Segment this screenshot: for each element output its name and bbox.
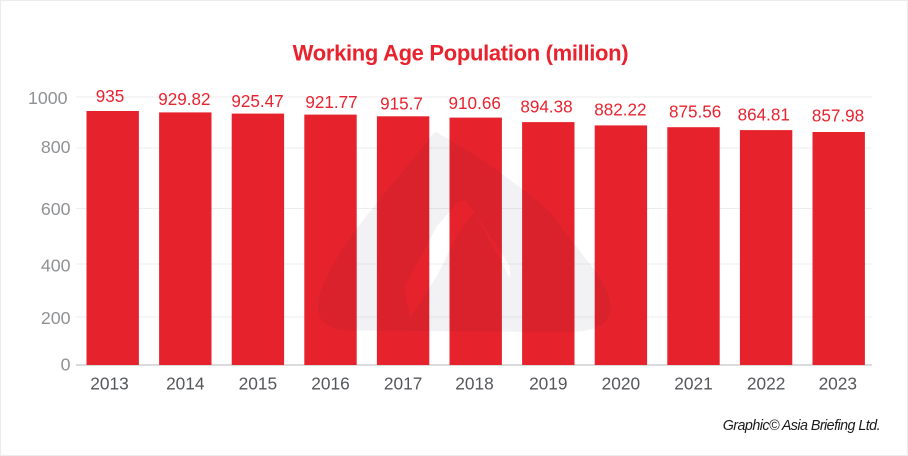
svg-text:929.82: 929.82 bbox=[158, 90, 210, 109]
svg-text:2015: 2015 bbox=[239, 374, 277, 394]
svg-text:2017: 2017 bbox=[384, 374, 422, 394]
svg-text:1000: 1000 bbox=[28, 88, 68, 108]
svg-text:2021: 2021 bbox=[674, 374, 712, 394]
svg-text:2016: 2016 bbox=[311, 374, 349, 394]
svg-text:0: 0 bbox=[61, 355, 71, 375]
svg-text:882.22: 882.22 bbox=[594, 100, 646, 119]
svg-text:400: 400 bbox=[41, 255, 71, 275]
svg-text:910.66: 910.66 bbox=[449, 94, 501, 113]
svg-text:864.81: 864.81 bbox=[738, 106, 790, 125]
svg-text:2023: 2023 bbox=[819, 374, 857, 394]
svg-text:800: 800 bbox=[41, 137, 71, 157]
svg-text:915.7: 915.7 bbox=[380, 95, 423, 114]
svg-text:2014: 2014 bbox=[166, 374, 205, 394]
svg-text:925.47: 925.47 bbox=[231, 92, 283, 111]
svg-text:2020: 2020 bbox=[602, 374, 640, 394]
svg-text:2013: 2013 bbox=[90, 374, 128, 394]
svg-text:875.56: 875.56 bbox=[669, 102, 721, 121]
svg-text:2018: 2018 bbox=[455, 374, 493, 394]
svg-text:200: 200 bbox=[41, 308, 71, 328]
svg-text:935: 935 bbox=[96, 87, 125, 106]
svg-text:Graphic© Asia Briefing Ltd.: Graphic© Asia Briefing Ltd. bbox=[723, 418, 880, 434]
svg-text:921.77: 921.77 bbox=[305, 93, 357, 112]
svg-text:894.38: 894.38 bbox=[520, 97, 572, 116]
svg-text:Working Age Population (millio: Working Age Population (million) bbox=[293, 41, 629, 66]
svg-text:2022: 2022 bbox=[747, 374, 785, 394]
svg-text:2019: 2019 bbox=[529, 374, 567, 394]
svg-text:857.98: 857.98 bbox=[812, 107, 864, 126]
svg-text:600: 600 bbox=[41, 199, 71, 219]
